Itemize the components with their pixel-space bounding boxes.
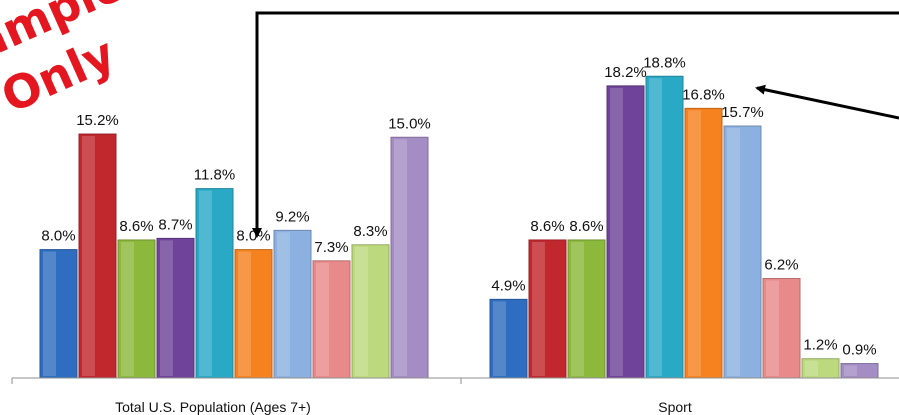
data-label-group1-7: 9.2% (275, 208, 309, 225)
bar-highlight (727, 128, 740, 376)
bar-highlight (121, 241, 134, 376)
data-label-group2-10: 0.9% (842, 342, 876, 359)
bar-group2-4 (606, 85, 645, 379)
data-label-group2-3: 8.6% (569, 218, 603, 235)
bar-group1-4 (156, 237, 195, 379)
bar-highlight (532, 241, 545, 376)
bar-group1-7 (273, 229, 312, 379)
bar-group1-10 (390, 136, 429, 379)
data-label-group2-8: 6.2% (764, 256, 798, 273)
bar-group1-6 (234, 249, 273, 379)
bar-highlight (238, 251, 251, 376)
bar-highlight (844, 365, 857, 376)
data-label-group2-6: 16.8% (682, 86, 725, 103)
bar-highlight (571, 241, 584, 376)
data-label-group1-2: 15.2% (76, 112, 119, 129)
data-label-group1-9: 8.3% (353, 223, 387, 240)
bar-group1-1 (39, 249, 78, 379)
bar-group1-8 (312, 260, 351, 379)
bar-group2-8 (762, 277, 801, 379)
data-labels: 8.0% 15.2% 8.6% 8.7% 11.8% 8.0% 9.2% 7.3% 8.3% 15… (41, 54, 876, 358)
data-label-group1-8: 7.3% (314, 239, 348, 256)
bar-highlight (82, 136, 95, 376)
data-label-group1-5: 11.8% (194, 167, 235, 184)
bar-highlight (649, 78, 662, 376)
bar-highlight (766, 280, 779, 376)
data-label-group1-6: 8.0% (236, 228, 270, 245)
bar-group2-5 (645, 75, 684, 379)
bar-highlight (610, 87, 623, 376)
data-label-group2-5: 18.8% (643, 54, 686, 71)
bar-group2-3 (567, 239, 606, 379)
data-label-group2-4: 18.2% (604, 64, 647, 81)
category-label-total-population: Total U.S. Population (Ages 7+) (115, 399, 311, 415)
data-label-group1-4: 8.7% (158, 216, 192, 233)
bar-group1-3 (117, 239, 156, 379)
data-label-group2-2: 8.6% (530, 218, 564, 235)
bar-highlight (316, 262, 329, 376)
data-label-group2-7: 15.7% (721, 104, 764, 121)
bar-highlight (394, 139, 407, 376)
bar-highlight (43, 251, 56, 376)
bar-highlight (277, 232, 290, 376)
bars (39, 75, 879, 379)
data-label-group1-10: 15.0% (388, 115, 431, 132)
data-label-group1-1: 8.0% (41, 228, 75, 245)
bar-highlight (493, 301, 506, 376)
callout-arrow-left (252, 11, 899, 238)
bar-group2-7 (723, 125, 762, 379)
data-label-group2-9: 1.2% (803, 337, 837, 354)
bar-highlight (805, 360, 818, 376)
callout-arrow-right (755, 84, 899, 120)
bar-highlight (199, 190, 212, 376)
bar-highlight (688, 110, 701, 377)
bar-highlight (160, 240, 173, 376)
bar-group2-6 (684, 107, 723, 379)
bar-group1-5 (195, 188, 234, 379)
data-label-group1-3: 8.6% (119, 218, 153, 235)
data-label-group2-1: 4.9% (491, 277, 525, 294)
category-label-sport: Sport (658, 399, 692, 415)
bar-highlight (355, 246, 368, 376)
